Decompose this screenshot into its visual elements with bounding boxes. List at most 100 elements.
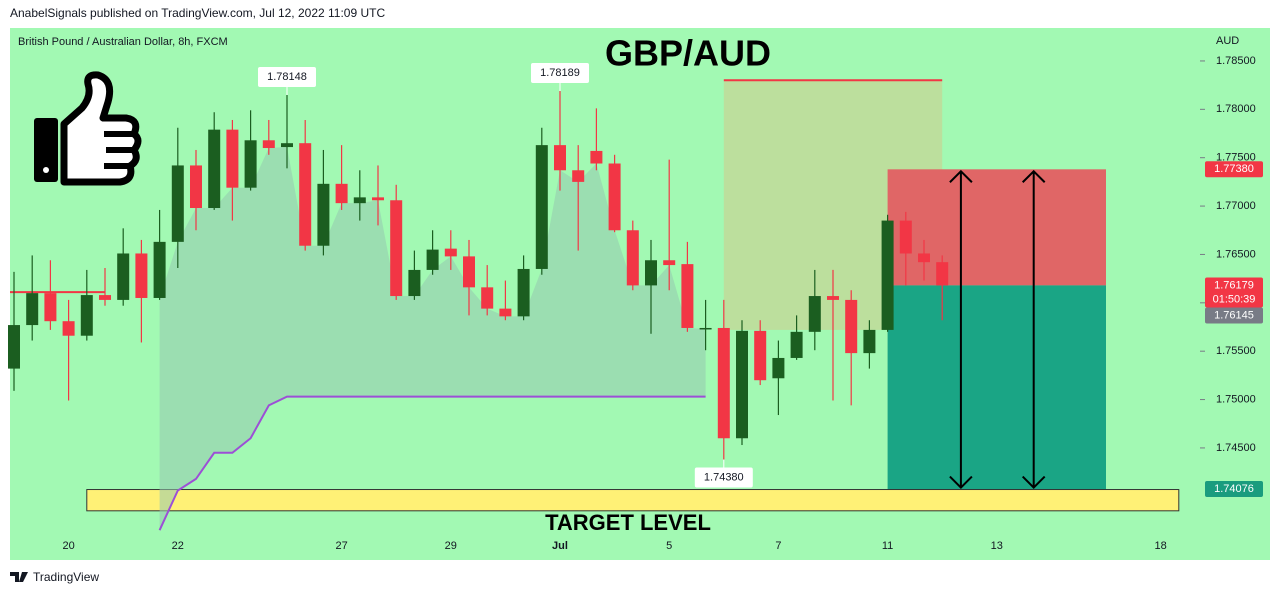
publisher-header: AnabelSignals published on TradingView.c… bbox=[10, 6, 385, 20]
price-label: 1.74076 bbox=[1214, 483, 1254, 495]
symbol-label: British Pound / Australian Dollar, 8h, F… bbox=[18, 36, 228, 48]
trade-zone bbox=[86, 489, 1180, 512]
candle-body bbox=[171, 165, 184, 242]
candle-body bbox=[463, 256, 475, 288]
annotation-box bbox=[258, 67, 316, 88]
price-label: 1.77380 bbox=[1214, 163, 1254, 175]
price-label-box bbox=[1205, 307, 1263, 324]
candle-body bbox=[117, 253, 130, 300]
candle-body bbox=[772, 357, 785, 379]
y-tick-label: 1.77500 bbox=[1216, 152, 1256, 164]
indicator-line bbox=[158, 395, 706, 531]
candle-body bbox=[353, 197, 366, 204]
annotation-label: 1.74380 bbox=[704, 471, 744, 483]
candle-body bbox=[936, 262, 949, 286]
y-tick-label: 1.78000 bbox=[1216, 103, 1256, 115]
price-label: 1.76179 bbox=[1214, 279, 1254, 291]
y-tick-label: 1.78500 bbox=[1216, 55, 1256, 67]
candle-body bbox=[554, 145, 566, 171]
candle-body bbox=[863, 329, 876, 354]
y-tick-label: 1.75000 bbox=[1216, 393, 1256, 405]
candle-body bbox=[481, 287, 494, 309]
candle-body bbox=[918, 253, 930, 263]
measure-arrow bbox=[1021, 169, 1046, 490]
candle-body bbox=[899, 220, 912, 254]
target-level-label: TARGET LEVEL bbox=[545, 510, 711, 535]
y-tick-label: 1.74500 bbox=[1216, 442, 1256, 454]
candle-body bbox=[699, 327, 712, 330]
price-label-box bbox=[1205, 161, 1263, 178]
candle-body bbox=[881, 220, 894, 330]
candle-body bbox=[99, 295, 111, 300]
footer-brand: TradingView bbox=[33, 570, 99, 584]
candle-body bbox=[8, 325, 20, 369]
annotation-label: 1.78148 bbox=[267, 71, 307, 83]
candle-body bbox=[517, 268, 530, 317]
candle-body bbox=[535, 145, 548, 269]
candle-body bbox=[845, 299, 858, 354]
candle-body bbox=[335, 183, 348, 204]
candle-body bbox=[626, 230, 639, 286]
measure-arrow bbox=[949, 169, 973, 490]
candle-body bbox=[372, 197, 384, 201]
x-tick-label: 7 bbox=[775, 540, 781, 552]
y-tick-label: 1.77000 bbox=[1216, 200, 1256, 212]
candle-body bbox=[244, 140, 257, 188]
price-label-box bbox=[1205, 277, 1263, 308]
trade-zone bbox=[887, 169, 1106, 286]
x-tick-label: 18 bbox=[1154, 540, 1166, 552]
x-tick-label: 27 bbox=[335, 540, 347, 552]
candle-body bbox=[26, 293, 39, 326]
y-tick-label: 1.75500 bbox=[1216, 345, 1256, 357]
annotation-label: 1.78189 bbox=[540, 67, 580, 79]
candle-body bbox=[754, 330, 767, 381]
candle-body bbox=[808, 296, 821, 332]
thumbs-up-icon bbox=[34, 71, 142, 186]
plot: 1.745001.750001.755001.760001.765001.770… bbox=[8, 55, 1263, 552]
candle-body bbox=[426, 249, 439, 270]
candle-body bbox=[590, 150, 603, 164]
candle-body bbox=[281, 143, 293, 148]
candle-body bbox=[80, 295, 93, 336]
price-label-box bbox=[1205, 480, 1263, 497]
candle-body bbox=[499, 308, 512, 317]
candle-body bbox=[717, 327, 730, 439]
candle-body bbox=[262, 140, 275, 149]
currency-label: AUD bbox=[1216, 35, 1239, 47]
candle-body bbox=[390, 200, 403, 297]
candle-body bbox=[444, 248, 457, 257]
candle-body bbox=[317, 183, 330, 246]
x-tick-label: 22 bbox=[172, 540, 184, 552]
x-tick-label: Jul bbox=[552, 540, 568, 552]
candle-body bbox=[408, 269, 421, 297]
cloud-area bbox=[159, 147, 706, 531]
annotation-box bbox=[531, 63, 589, 84]
candle-body bbox=[44, 293, 57, 322]
trade-zone bbox=[887, 285, 1106, 490]
candle-body bbox=[790, 331, 803, 358]
candle-body bbox=[827, 296, 839, 300]
x-tick-label: 20 bbox=[62, 540, 74, 552]
candle-body bbox=[608, 163, 621, 231]
chart-title: GBP/AUD bbox=[605, 33, 771, 74]
x-tick-label: 5 bbox=[666, 540, 672, 552]
candle-body bbox=[736, 330, 748, 439]
candle-body bbox=[62, 321, 75, 336]
price-label: 1.76145 bbox=[1214, 309, 1254, 321]
candle-body bbox=[572, 170, 585, 182]
tradingview-logo bbox=[10, 572, 28, 582]
x-tick-label: 29 bbox=[445, 540, 457, 552]
candle-body bbox=[645, 260, 657, 286]
candle-body bbox=[208, 129, 221, 209]
candle-body bbox=[153, 241, 166, 298]
y-tick-label: 1.76500 bbox=[1216, 248, 1256, 260]
candle-body bbox=[681, 264, 694, 328]
candle-body bbox=[135, 253, 148, 298]
x-tick-label: 11 bbox=[882, 540, 893, 552]
candle-body bbox=[226, 129, 239, 188]
candle-body bbox=[663, 260, 676, 266]
annotation-box bbox=[694, 467, 753, 488]
price-countdown: 01:50:39 bbox=[1213, 293, 1256, 305]
